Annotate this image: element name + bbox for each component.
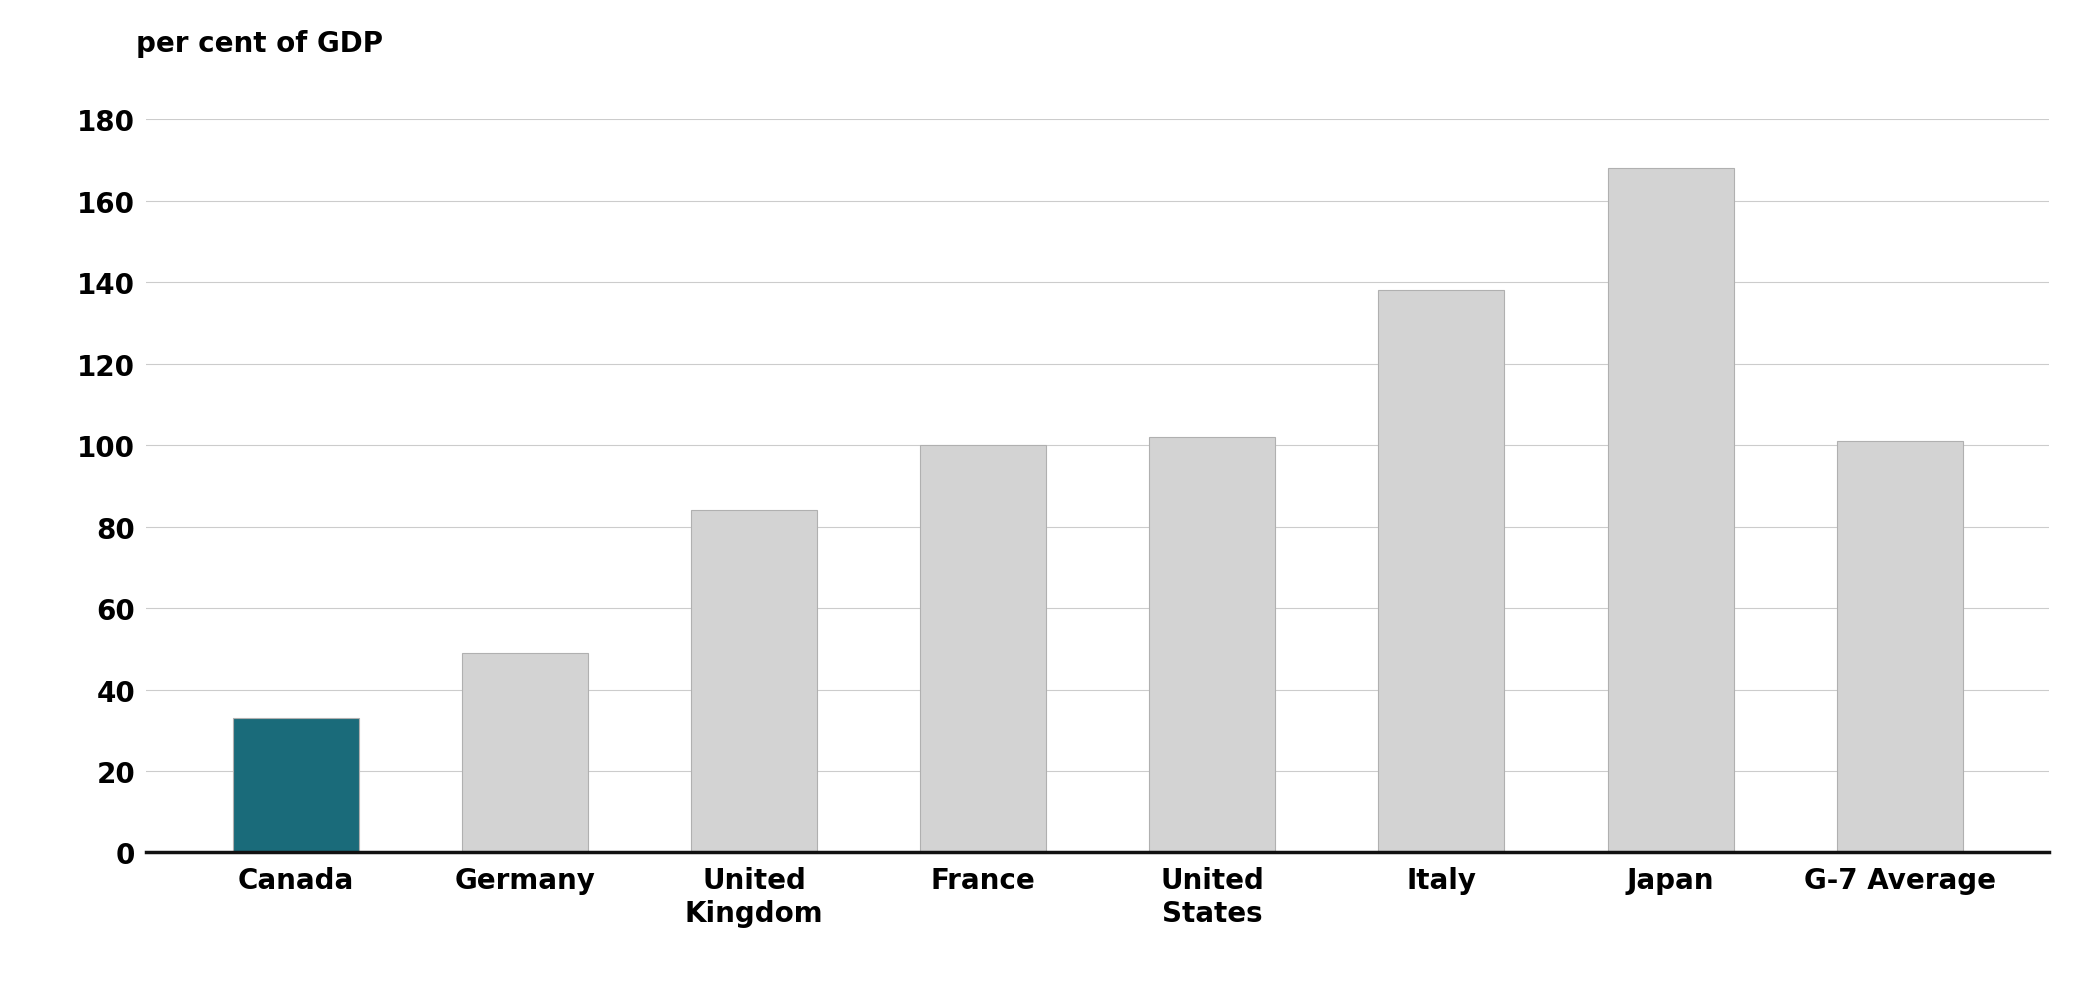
Bar [1150,437,1276,853]
Bar [692,511,818,853]
Text: per cent of GDP: per cent of GDP [136,30,383,58]
Bar [232,718,360,853]
Bar [920,445,1046,853]
Bar [462,653,588,853]
Bar [1378,291,1503,853]
Bar [1608,170,1733,853]
Bar [1836,441,1963,853]
